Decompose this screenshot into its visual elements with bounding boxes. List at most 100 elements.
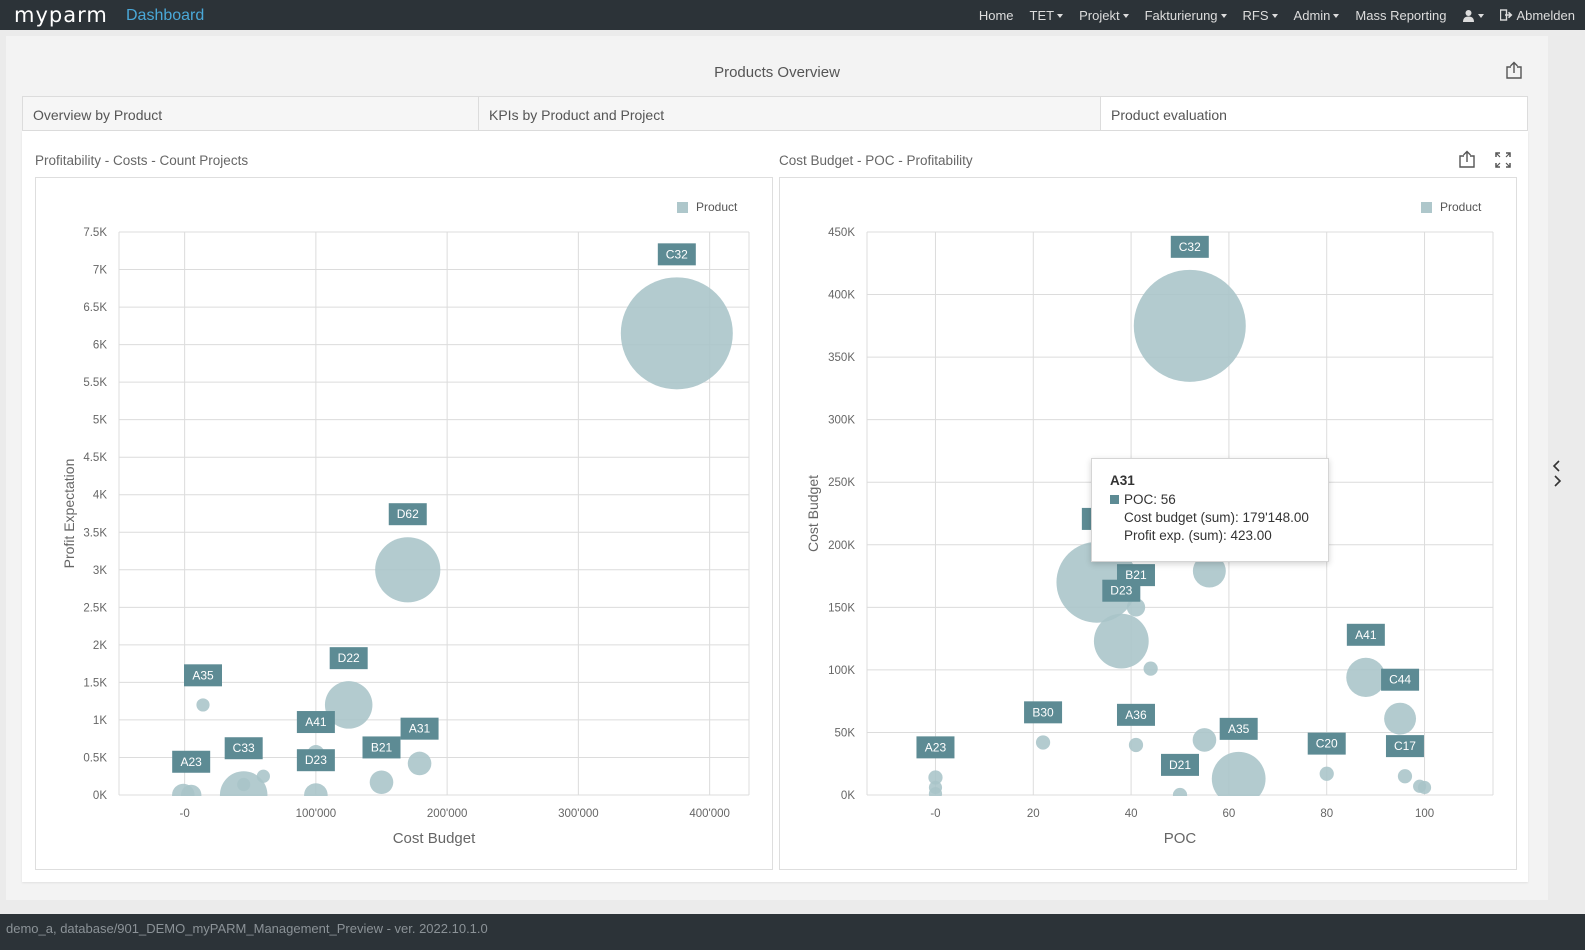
bubble-label-text: C20: [1316, 737, 1338, 751]
caret-down-icon: [1122, 13, 1129, 18]
x-tick-label: 400'000: [689, 808, 730, 820]
bubble-label-a23: A23: [172, 750, 211, 773]
bubble-label-box: [1102, 579, 1141, 602]
bubble-label-text: A41: [1355, 628, 1377, 642]
tab-product-evaluation[interactable]: Product evaluation: [1101, 97, 1527, 130]
y-tick-label: 6.5K: [83, 302, 107, 314]
export-icon[interactable]: [1505, 61, 1523, 80]
bubble-label-c32: C32: [657, 243, 696, 266]
x-tick-label: 80: [1320, 808, 1333, 820]
bubble-label-b30: B30: [1024, 701, 1063, 724]
tooltip-title: A31: [1110, 473, 1135, 488]
fullscreen-icon[interactable]: [1495, 152, 1511, 168]
bubble-label-text: A36: [1125, 708, 1147, 722]
bubble-label-box: [400, 717, 439, 740]
bubble-label-text: C32: [1179, 240, 1201, 254]
user-icon: [1463, 9, 1475, 22]
chart-legend[interactable]: Product: [677, 200, 737, 214]
bubble-label-text: A41: [305, 715, 327, 729]
logout-link[interactable]: Abmelden: [1500, 8, 1575, 23]
nav-admin[interactable]: Admin: [1294, 8, 1340, 23]
tab-kpis-by-product-and-project[interactable]: KPIs by Product and Project: [479, 97, 1101, 130]
tooltip-poc-row: POC: 56: [1110, 492, 1328, 507]
bubble-label-a36: A36: [1116, 703, 1155, 726]
nav-fakturierung-label: Fakturierung: [1144, 7, 1218, 23]
bubble-label-box: [296, 749, 335, 772]
y-tick-label: 0.5K: [83, 752, 107, 764]
bubble-a41: [1346, 657, 1386, 697]
tooltip-swatch: [1110, 495, 1119, 504]
y-tick-label: 6K: [93, 340, 107, 352]
bubble-label-box: [1346, 623, 1385, 646]
nav-rfs[interactable]: RFS: [1243, 8, 1278, 23]
tooltip-cost-budget: Cost budget (sum): 179'148.00: [1124, 510, 1309, 525]
chart-legend[interactable]: Product: [1421, 200, 1481, 214]
bubble-label-c20: C20: [1307, 732, 1346, 755]
y-tick-label: 3.5K: [83, 527, 107, 539]
bubble-a35: [196, 698, 210, 712]
status-footer: demo_a, database/901_DEMO_myPARM_Managem…: [0, 914, 1585, 950]
bubble-label-box: [172, 750, 211, 773]
bubble-label-box: [1307, 732, 1346, 755]
bubble-point: [1417, 780, 1432, 795]
bubble-b21: [369, 770, 394, 795]
y-tick-label: 400K: [828, 290, 855, 302]
bubble-point: [237, 777, 251, 792]
bubble-label-text: C17: [1394, 739, 1416, 753]
bubble-a31: [407, 751, 432, 776]
y-tick-label: 300K: [828, 415, 855, 427]
bubble-label-box: [1219, 717, 1258, 740]
bubble-label-d23: D23: [296, 749, 335, 772]
legend-label: Product: [1440, 200, 1482, 214]
bubble-label-b21: B21: [362, 736, 401, 759]
bubble-c17: [1397, 769, 1413, 784]
bubble-label-c17: C17: [1385, 735, 1424, 758]
bubble-d21: [1172, 787, 1188, 796]
x-tick-label: 100: [1415, 808, 1434, 820]
y-tick-label: 0K: [841, 790, 855, 802]
bubble-label-text: A31: [409, 722, 431, 736]
nav-projekt[interactable]: Projekt: [1079, 8, 1129, 23]
bubble-label-box: [1116, 703, 1155, 726]
nav-fakturierung[interactable]: Fakturierung: [1145, 8, 1227, 23]
tab-overview-by-product[interactable]: Overview by Product: [23, 97, 479, 130]
bubble-tooltip: A31 POC: 56 Cost budget (sum): 179'148.0…: [1091, 458, 1329, 562]
app-logo[interactable]: myparm: [14, 3, 108, 27]
caret-down-icon: [1478, 13, 1485, 18]
chart-title-right: Cost Budget - POC - Profitability: [779, 153, 973, 168]
bubble-label-box: [1385, 735, 1424, 758]
nav-user-menu[interactable]: [1462, 9, 1485, 22]
bubble-point: [1192, 554, 1226, 588]
x-tick-label: 200'000: [427, 808, 468, 820]
bubble-label-d23: D23: [1102, 579, 1141, 602]
sidebar-toggle[interactable]: [1552, 460, 1562, 490]
bubble-point: [928, 787, 943, 796]
nav-mass-reporting[interactable]: Mass Reporting: [1355, 8, 1446, 23]
bubble-label-text: D23: [1110, 584, 1132, 598]
legend-label: Product: [696, 200, 738, 214]
bubble-label-d62: D62: [388, 503, 427, 526]
bubble-a23: [928, 770, 943, 785]
caret-down-icon: [1220, 13, 1227, 18]
bubble-label-box: [1024, 701, 1063, 724]
bubble-label-text: A35: [192, 668, 214, 682]
nav-home[interactable]: Home: [979, 8, 1014, 23]
bubble-label-text: B21: [1125, 568, 1147, 582]
bubble-point: [256, 769, 270, 783]
bubble-label-box: [184, 664, 222, 687]
bubble-label-text: D21: [1169, 758, 1191, 772]
bubble-a36: [1128, 737, 1144, 753]
bubble-label-a31: A31: [400, 717, 439, 740]
bubble-label-c44: C44: [1381, 668, 1420, 691]
bubble-a23: [180, 784, 202, 796]
nav-tet[interactable]: TET: [1030, 8, 1064, 23]
bubble-label-d22: D22: [329, 647, 368, 670]
bubble-chart-profitability: 0K 0.5K 1K 1.5K 2K 2.5K 3K 3.5K 4K 4.5K 5K 5.5K 6K 6.…: [35, 177, 773, 870]
bubble-d22: [324, 681, 373, 729]
chart-export-icon[interactable]: [1458, 150, 1476, 169]
top-navbar: myparm Dashboard Home TET Projekt Faktur…: [0, 0, 1585, 30]
app-title[interactable]: Dashboard: [126, 7, 205, 24]
bubble-b30: [1035, 735, 1051, 750]
bubble-label-box: [657, 243, 696, 266]
bubble-label-box: [362, 736, 401, 759]
